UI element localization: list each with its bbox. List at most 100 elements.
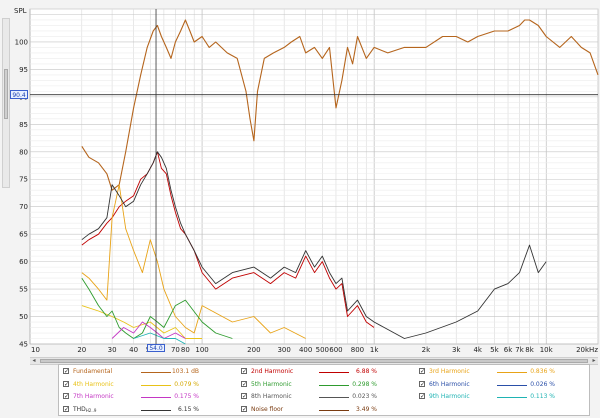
legend-line-swatch xyxy=(319,397,349,398)
series-line-thd xyxy=(81,151,547,339)
legend-item: ✓ 4th Harmonic 0.079 % xyxy=(59,379,235,391)
y-axis-title: SPL xyxy=(14,7,27,15)
legend-checkbox[interactable]: ✓ xyxy=(63,380,70,388)
legend-name: Noise floor xyxy=(251,406,321,413)
legend-name-text: 8th Harmonic xyxy=(251,393,292,400)
legend-checkbox[interactable]: ✓ xyxy=(63,393,70,400)
legend-line-swatch xyxy=(319,409,349,411)
vertical-scrollbar[interactable] xyxy=(2,18,10,188)
legend-name-text: 4th Harmonic xyxy=(73,380,114,388)
legend-line-swatch xyxy=(141,372,171,373)
x-tick-label: 1k xyxy=(370,346,379,354)
legend-value: 0.298 % xyxy=(352,380,377,388)
x-tick-label: 600 xyxy=(329,346,342,354)
legend-line-swatch xyxy=(319,384,349,386)
scroll-left-arrow-icon[interactable]: ◂ xyxy=(32,357,36,364)
frequency-cursor-readout[interactable]: 54.0 xyxy=(147,344,166,352)
legend-item: ✓ 3rd Harmonic 0.836 % xyxy=(415,366,591,378)
x-tick-label: 500 xyxy=(316,346,329,354)
legend-item: ✓ Noise floor 3.49 % xyxy=(237,404,413,416)
legend-name-text: THD xyxy=(73,405,86,413)
x-tick-label: 400 xyxy=(299,346,312,354)
legend-checkbox[interactable]: ✓ xyxy=(419,393,426,400)
legend-name-text: 9th Harmonic xyxy=(429,393,470,400)
x-tick-label: 10 xyxy=(31,346,40,354)
x-tick-label: 40 xyxy=(129,346,138,354)
scroll-right-arrow-icon[interactable]: ▸ xyxy=(592,357,596,364)
legend-item: ✓ 2nd Harmonic 6.88 % xyxy=(237,366,413,378)
x-tick-label: 20kHz xyxy=(576,346,598,354)
x-tick-label: 70 xyxy=(171,346,180,354)
legend-line-swatch xyxy=(141,384,171,386)
harmonics-legend: ✓ Fundamental 103.1 dB ✓ 2nd Harmonic 6.88 % ✓… xyxy=(58,364,590,416)
legend-name: THDH2..9 xyxy=(73,406,143,413)
legend-name-text: Noise floor xyxy=(251,405,284,413)
spl-cursor-readout[interactable]: 90.4 xyxy=(10,90,28,100)
legend-name: 5th Harmonic xyxy=(251,381,321,388)
legend-checkbox[interactable]: ✓ xyxy=(241,368,248,375)
horizontal-scroll-thumb[interactable] xyxy=(40,359,588,363)
legend-item: ✓ 5th Harmonic 0.298 % xyxy=(237,379,413,391)
y-tick-label: 50 xyxy=(19,313,28,321)
legend-line-swatch xyxy=(497,372,527,373)
y-tick-label: 55 xyxy=(19,286,28,294)
legend-item: ✓ 8th Harmonic 0.023 % xyxy=(237,391,413,403)
x-tick-label: 100 xyxy=(195,346,208,354)
legend-item: ✓ THDH2..9 6.15 % xyxy=(59,404,235,416)
legend-checkbox[interactable]: ✓ xyxy=(419,368,426,375)
y-tick-label: 75 xyxy=(19,176,28,184)
legend-checkbox[interactable]: ✓ xyxy=(63,405,70,413)
legend-checkbox[interactable]: ✓ xyxy=(419,380,426,388)
legend-value: 0.175 % xyxy=(174,393,199,400)
series-line-5th-harmonic xyxy=(81,277,233,339)
legend-name-text: 5th Harmonic xyxy=(251,380,292,388)
x-tick-label: 80 xyxy=(181,346,190,354)
y-tick-label: 85 xyxy=(19,121,28,129)
legend-checkbox[interactable]: ✓ xyxy=(241,405,248,413)
legend-row: ✓ Fundamental 103.1 dB ✓ 2nd Harmonic 6.88 % ✓… xyxy=(59,366,589,378)
y-tick-label: 70 xyxy=(19,203,28,211)
vertical-scroll-thumb[interactable] xyxy=(4,69,8,119)
x-tick-label: 8k xyxy=(525,346,534,354)
chart-plot[interactable]: 102030405070801002003004005006008001k2k3… xyxy=(0,0,600,358)
legend-item: ✓ 6th Harmonic 0.026 % xyxy=(415,379,591,391)
legend-name-text: 6th Harmonic xyxy=(429,380,470,388)
legend-value: 103.1 dB xyxy=(171,368,199,375)
legend-line-swatch xyxy=(319,372,349,373)
legend-checkbox[interactable]: ✓ xyxy=(241,380,248,388)
legend-item: ✓ 9th Harmonic 0.113 % xyxy=(415,391,591,403)
legend-item: ✓ 7th Harmonic 0.175 % xyxy=(59,391,235,403)
legend-name: 9th Harmonic xyxy=(429,393,499,400)
legend-value: 6.15 % xyxy=(178,405,199,413)
legend-name: Fundamental xyxy=(73,368,143,375)
legend-value: 0.026 % xyxy=(530,380,555,388)
legend-checkbox[interactable]: ✓ xyxy=(63,368,70,375)
legend-name-text: 7th Harmonic xyxy=(73,393,114,400)
legend-value: 0.836 % xyxy=(530,368,555,375)
legend-name: 8th Harmonic xyxy=(251,393,321,400)
legend-name-text: Fundamental xyxy=(73,368,113,375)
y-tick-label: 60 xyxy=(19,258,28,266)
x-tick-label: 30 xyxy=(108,346,117,354)
series-line-9th-harmonic xyxy=(133,332,186,345)
legend-item: ✓ Fundamental 103.1 dB xyxy=(59,366,235,378)
x-tick-label: 800 xyxy=(351,346,364,354)
series-line-3rd-harmonic xyxy=(81,184,306,339)
legend-name: 3rd Harmonic xyxy=(429,368,499,375)
legend-name: 2nd Harmonic xyxy=(251,368,321,375)
x-tick-label: 300 xyxy=(277,346,290,354)
legend-checkbox[interactable]: ✓ xyxy=(241,393,248,400)
legend-name-text: 2nd Harmonic xyxy=(251,368,294,375)
legend-name-subscript: H2..9 xyxy=(85,407,97,413)
x-tick-label: 2k xyxy=(422,346,431,354)
legend-row: ✓ 4th Harmonic 0.079 % ✓ 5th Harmonic 0.298 %… xyxy=(59,379,589,391)
y-tick-label: 80 xyxy=(19,148,28,156)
legend-value: 0.023 % xyxy=(352,393,377,400)
legend-name: 6th Harmonic xyxy=(429,381,499,388)
x-tick-label: 5k xyxy=(490,346,499,354)
legend-value: 6.88 % xyxy=(356,368,377,375)
x-tick-label: 7k xyxy=(515,346,524,354)
x-tick-label: 10k xyxy=(540,346,554,354)
series-line-7th-harmonic xyxy=(111,321,186,339)
